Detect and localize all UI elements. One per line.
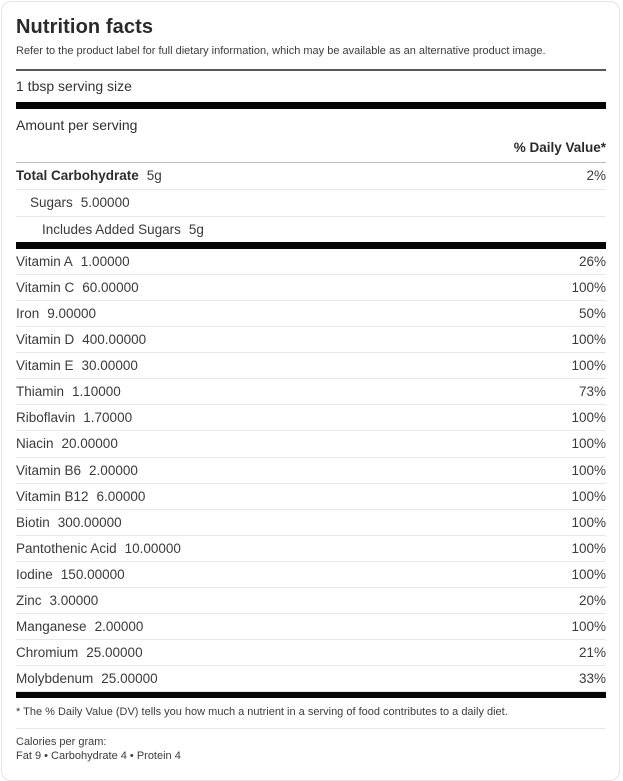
nutrient-name: Iron <box>16 305 40 321</box>
nutrient-row-manganese: Manganese 2.00000 100% <box>16 614 606 641</box>
nutrient-name: Thiamin <box>16 384 65 400</box>
nutrient-amount: 1.00000 <box>80 253 130 269</box>
disclaimer-text: Refer to the product label for full diet… <box>16 45 546 57</box>
nutrient-row-chromium: Chromium 25.00000 21% <box>16 640 606 667</box>
nutrient-name: Iodine <box>16 566 53 582</box>
nutrient-name: Manganese <box>16 619 87 635</box>
nutrient-daily-value: 100% <box>571 619 606 635</box>
amount-per-serving-label: Amount per serving <box>16 116 138 133</box>
nutrient-row-vitamin-b6: Vitamin B6 2.00000 100% <box>16 458 606 484</box>
nutrient-amount: 9.00000 <box>47 305 97 321</box>
nutrient-name: Vitamin E <box>16 358 74 374</box>
nutrient-daily-value: 100% <box>571 358 606 374</box>
nutrient-daily-value: 2% <box>586 168 606 184</box>
nutrient-amount: 5g <box>188 221 204 237</box>
nutrient-name: Pantothenic Acid <box>16 540 117 556</box>
nutrient-amount: 6.00000 <box>96 488 146 504</box>
nutrient-daily-value: 100% <box>571 514 606 530</box>
calories-per-gram-title: Calories per gram: <box>16 735 107 748</box>
nutrient-amount: 60.00000 <box>82 279 139 295</box>
nutrient-amount: 5g <box>146 168 162 184</box>
nutrient-name: Vitamin B6 <box>16 462 82 478</box>
nutrient-name: Riboflavin <box>16 410 76 426</box>
nutrient-row-niacin: Niacin 20.00000 100% <box>16 431 606 458</box>
nutrient-daily-value: 100% <box>571 462 606 478</box>
nutrient-amount: 3.00000 <box>49 593 99 609</box>
nutrient-amount: 25.00000 <box>86 645 143 661</box>
nutrient-amount: 30.00000 <box>81 358 138 374</box>
nutrient-row-total-carbohydrate: Total Carbohydrate 5g 2% <box>16 161 606 190</box>
nutrient-daily-value: 73% <box>578 384 606 400</box>
nutrient-row-riboflavin: Riboflavin 1.70000 100% <box>16 405 606 432</box>
nutrient-name: Vitamin A <box>16 253 73 269</box>
serving-size-text: 1 tbsp serving size <box>16 77 132 94</box>
daily-value-footnote: * The % Daily Value (DV) tells you how m… <box>16 706 508 719</box>
nutrient-name: Niacin <box>16 436 54 452</box>
nutrient-amount: 400.00000 <box>82 332 147 348</box>
nutrient-row-biotin: Biotin 300.00000 100% <box>16 510 606 536</box>
nutrient-daily-value: 20% <box>578 593 606 609</box>
page-title: Nutrition facts <box>16 16 154 38</box>
nutrient-daily-value: 100% <box>571 410 606 426</box>
nutrient-name: Zinc <box>16 593 42 609</box>
nutrient-name: Biotin <box>16 514 50 530</box>
nutrient-daily-value: 21% <box>578 645 606 661</box>
daily-value-header: % Daily Value* <box>513 139 606 155</box>
nutrient-row-molybdenum: Molybdenum 25.00000 33% <box>16 666 606 693</box>
nutrient-row-sugars: Sugars 5.00000 <box>16 190 606 217</box>
nutrient-row-vitamin-b12: Vitamin B12 6.00000 100% <box>16 484 606 510</box>
nutrient-row-vitamin-a: Vitamin A 1.00000 26% <box>16 249 606 275</box>
calories-per-gram: Calories per gram: Fat 9 • Carbohydrate … <box>16 729 606 764</box>
nutrient-amount: 2.00000 <box>94 619 144 635</box>
nutrient-row-vitamin-e: Vitamin E 30.00000 100% <box>16 353 606 380</box>
nutrient-name: Includes Added Sugars <box>42 221 181 237</box>
nutrient-amount: 300.00000 <box>57 514 122 530</box>
nutrient-amount: 150.00000 <box>60 566 125 582</box>
nutrient-name: Molybdenum <box>16 671 94 687</box>
nutrient-row-vitamin-c: Vitamin C 60.00000 100% <box>16 275 606 301</box>
nutrient-row-zinc: Zinc 3.00000 20% <box>16 588 606 615</box>
nutrient-daily-value: 26% <box>578 253 606 269</box>
nutrient-amount: 1.70000 <box>83 410 133 426</box>
nutrient-name: Total Carbohydrate <box>16 168 139 184</box>
nutrient-daily-value: 100% <box>571 436 606 452</box>
section-divider-dark <box>16 68 606 71</box>
nutrient-row-pantothenic-acid: Pantothenic Acid 10.00000 100% <box>16 536 606 562</box>
nutrient-name: Vitamin C <box>16 279 75 295</box>
section-bar <box>16 241 606 249</box>
nutrient-daily-value: 100% <box>571 566 606 582</box>
nutrient-daily-value: 100% <box>571 540 606 556</box>
section-bar <box>16 101 606 109</box>
nutrient-name: Vitamin D <box>16 332 75 348</box>
nutrient-daily-value: 50% <box>578 305 606 321</box>
nutrient-amount: 10.00000 <box>124 540 181 556</box>
nutrient-daily-value: 100% <box>571 332 606 348</box>
nutrient-row-iron: Iron 9.00000 50% <box>16 301 606 328</box>
nutrient-row-iodine: Iodine 150.00000 100% <box>16 562 606 588</box>
nutrient-name: Sugars <box>30 195 73 211</box>
nutrient-row-added-sugars: Includes Added Sugars 5g <box>16 217 606 242</box>
nutrient-amount: 20.00000 <box>61 436 118 452</box>
section-bar <box>16 692 606 699</box>
nutrient-name: Vitamin B12 <box>16 488 89 504</box>
nutrient-name: Chromium <box>16 645 79 661</box>
nutrient-daily-value: 100% <box>571 279 606 295</box>
nutrient-row-vitamin-d: Vitamin D 400.00000 100% <box>16 327 606 354</box>
nutrient-daily-value: 100% <box>571 488 606 504</box>
nutrient-amount: 5.00000 <box>80 195 130 211</box>
nutrient-amount: 25.00000 <box>101 671 158 687</box>
calories-per-gram-detail: Fat 9 • Carbohydrate 4 • Protein 4 <box>16 749 181 762</box>
nutrient-row-thiamin: Thiamin 1.10000 73% <box>16 379 606 406</box>
nutrient-amount: 2.00000 <box>89 462 138 478</box>
nutrient-amount: 1.10000 <box>72 384 121 400</box>
nutrient-daily-value: 33% <box>578 671 606 687</box>
